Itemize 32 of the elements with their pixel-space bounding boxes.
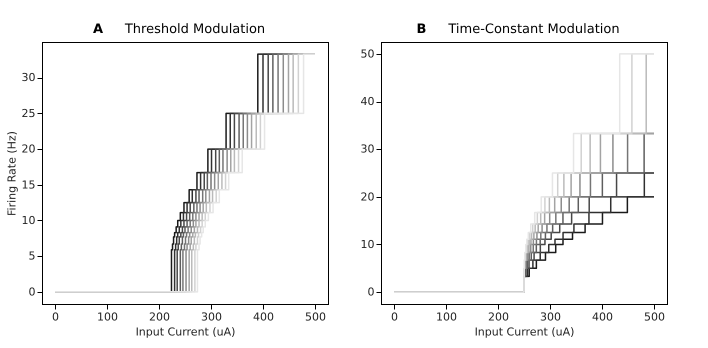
- y-tick-label: 15: [22, 178, 36, 192]
- x-tick-label: 0: [391, 310, 398, 324]
- y-tick-label: 20: [360, 190, 374, 204]
- x-axis-title: Input Current (uA): [136, 326, 236, 338]
- x-tick-label: 0: [52, 310, 59, 324]
- text: B: [416, 22, 426, 37]
- y-tick-label: 30: [360, 142, 374, 156]
- y-tick-label: 40: [360, 95, 374, 108]
- y-tick-label: 30: [22, 71, 36, 84]
- x-tick-label: 400: [592, 310, 613, 324]
- y-tick-label: 10: [360, 238, 374, 251]
- y-tick-label: 25: [22, 106, 36, 120]
- y-axis-title: Firing Rate (Hz): [6, 131, 19, 216]
- x-tick-label: 200: [488, 310, 509, 324]
- y-tick-label: 20: [22, 142, 36, 156]
- text: A: [92, 22, 103, 37]
- y-tick-label: 0: [28, 285, 36, 298]
- y-tick-label: 5: [28, 250, 36, 263]
- x-tick-label: 300: [201, 310, 222, 324]
- x-tick-label: 100: [97, 310, 118, 324]
- x-tick-label: 100: [436, 310, 457, 324]
- y-tick-label: 50: [360, 47, 374, 60]
- x-tick-label: 400: [253, 310, 274, 324]
- chart-title: Time-Constant Modulation: [447, 22, 620, 37]
- y-tick-label: 10: [22, 214, 36, 227]
- x-axis-title: Input Current (uA): [474, 326, 574, 338]
- y-tick-label: 0: [368, 286, 374, 299]
- x-tick-label: 300: [540, 310, 561, 324]
- chart-title: Threshold Modulation: [124, 22, 266, 37]
- x-tick-label: 200: [149, 310, 170, 324]
- x-tick-label: 500: [644, 310, 665, 324]
- x-tick-label: 500: [305, 310, 326, 324]
